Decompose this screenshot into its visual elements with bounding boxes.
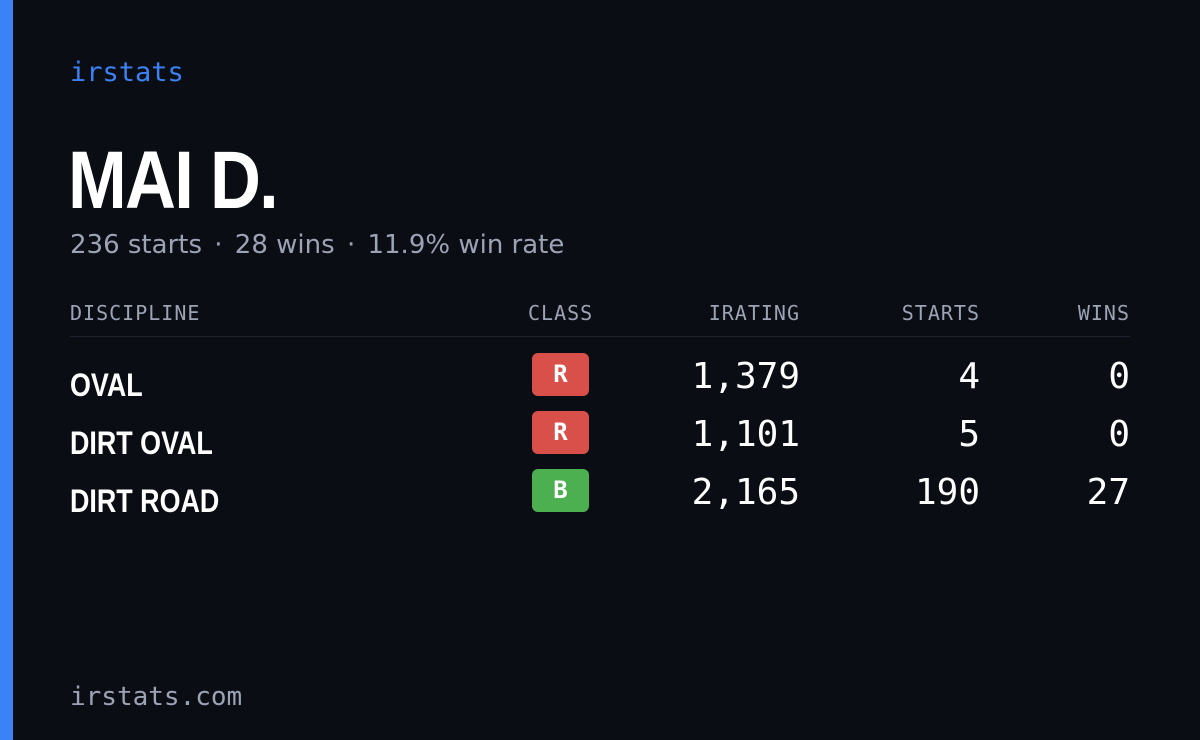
starts-value: 4 [958,356,980,397]
accent-bar [0,0,13,740]
irating-value: 2,165 [691,472,800,513]
table-body: OVAL R 1,379 4 0 DIRT OVAL R 1,101 5 0 D… [70,337,1130,527]
wins-value: 27 [1086,472,1130,513]
class-badge: R [532,411,589,454]
header-wins: WINS [1077,301,1130,325]
wins-value: 0 [1108,356,1130,397]
table-header: DISCIPLINE CLASS IRATING STARTS WINS [70,298,1130,337]
discipline-name: OVAL [70,367,143,403]
brand-logo: irstats [70,57,184,88]
wins-value: 0 [1108,414,1130,455]
header-class: CLASS [528,301,594,325]
starts-value: 5 [958,414,980,455]
separator: · [214,230,223,260]
irating-value: 1,101 [691,414,800,455]
starts-summary: 236 starts [70,230,202,260]
starts-value: 190 [914,472,980,513]
header-irating: IRATING [708,301,800,325]
class-badge: B [532,469,589,512]
irating-value: 1,379 [691,356,800,397]
separator: · [346,230,356,260]
discipline-name: DIRT ROAD [70,483,220,519]
header-discipline: DISCIPLINE [70,301,201,325]
wins-summary: 28 wins [234,230,335,260]
driver-name: MAI D. [68,135,279,226]
table-row: DIRT ROAD B 2,165 190 27 [70,469,1130,527]
driver-summary: 236 starts · 28 wins · 11.9% win rate [70,228,564,262]
table-row: DIRT OVAL R 1,101 5 0 [70,411,1130,469]
discipline-name: DIRT OVAL [70,425,213,461]
header-starts: STARTS [901,301,980,325]
discipline-table: DISCIPLINE CLASS IRATING STARTS WINS OVA… [70,298,1130,527]
footer-site-link[interactable]: irstats.com [70,682,243,712]
class-badge: R [532,353,589,396]
win-rate-summary: 11.9% win rate [367,230,565,260]
table-row: OVAL R 1,379 4 0 [70,353,1130,411]
